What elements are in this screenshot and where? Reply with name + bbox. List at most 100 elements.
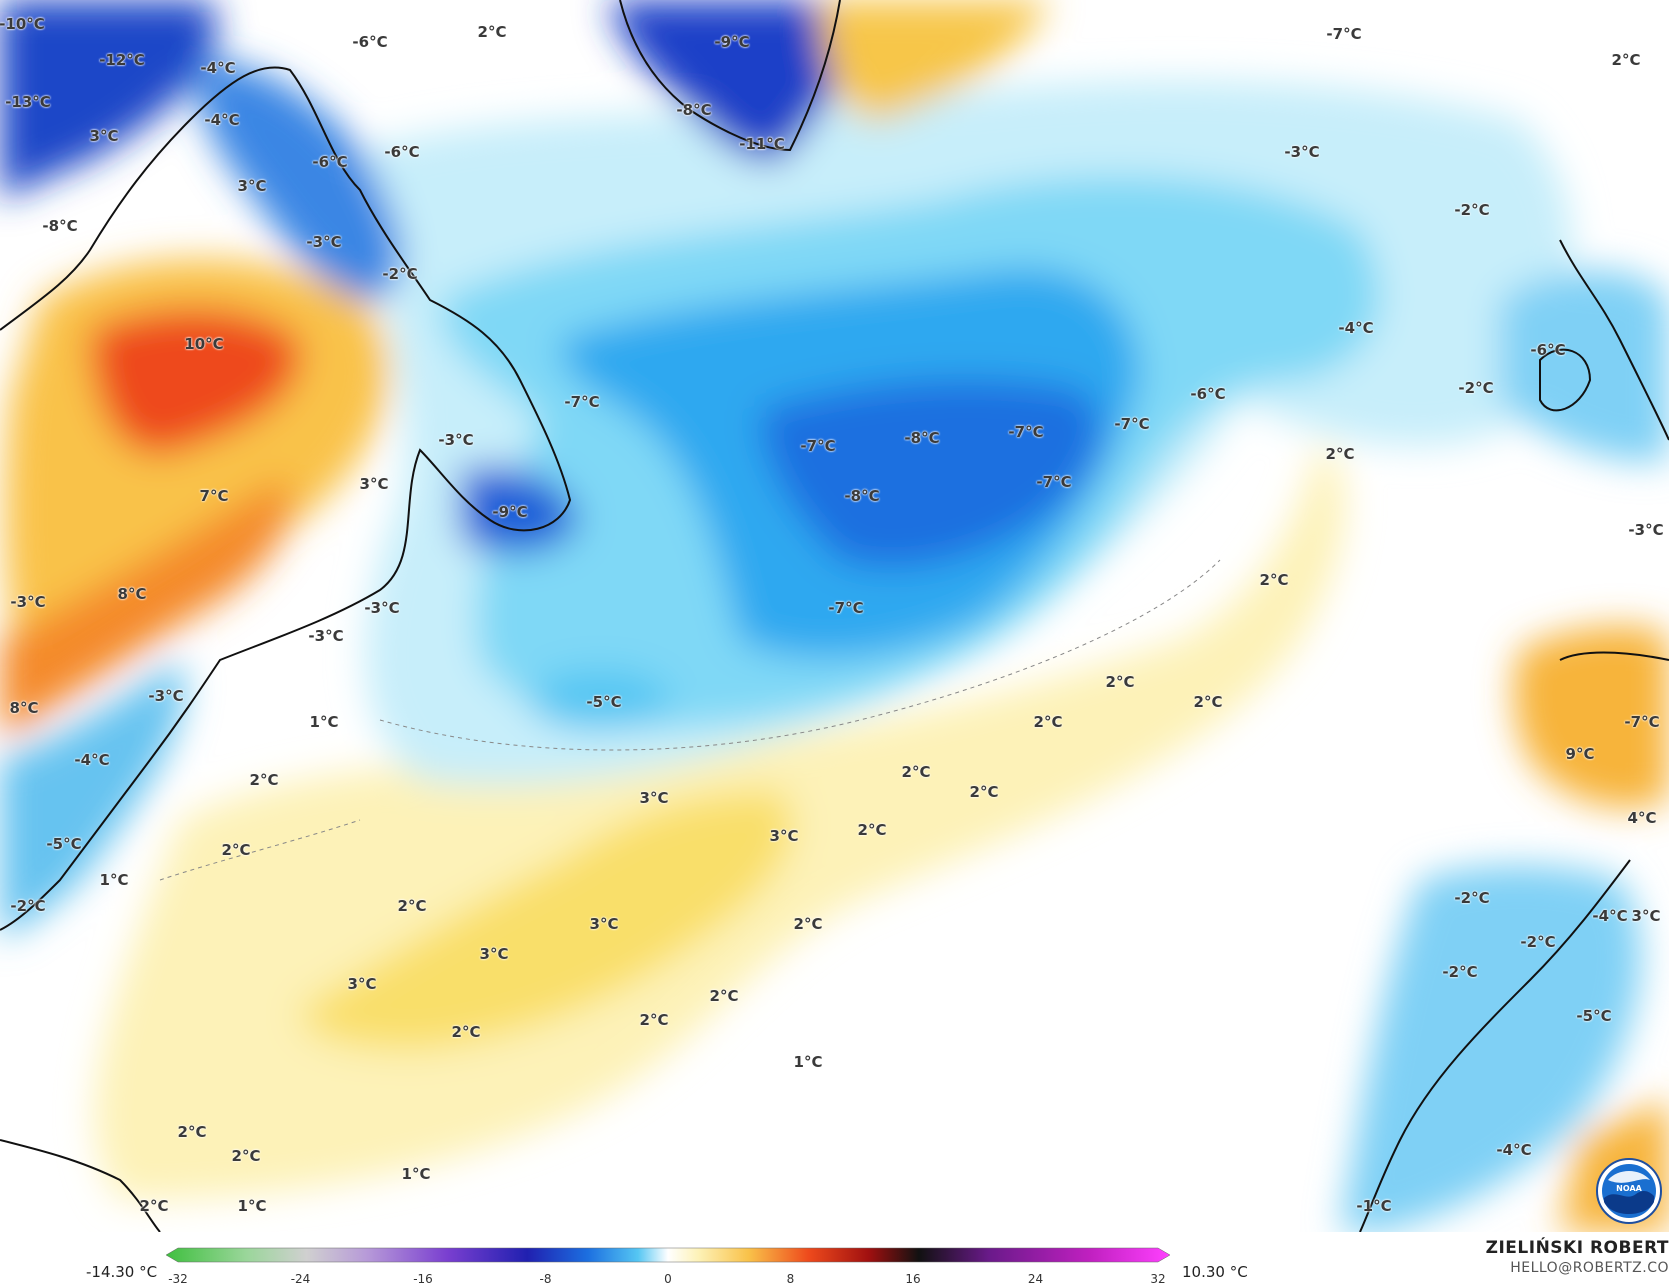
author-credit: ZIELIŃSKI ROBERT HELLO@ROBERTZ.CO (1486, 1238, 1669, 1276)
temperature-label: -5°C (1576, 1007, 1612, 1025)
temperature-label: -5°C (586, 693, 622, 711)
temperature-label: 10°C (184, 335, 224, 353)
noaa-logo: NOAA (1596, 1158, 1662, 1224)
temperature-label: -5°C (46, 835, 82, 853)
temperature-label: 9°C (1565, 745, 1595, 763)
temperature-label: -7°C (564, 393, 600, 411)
temperature-label: -7°C (1008, 423, 1044, 441)
coastline-caribbean (0, 1139, 161, 1232)
colorbar-tick-label: -16 (413, 1272, 433, 1286)
cold-newfoundland (460, 466, 580, 554)
temperature-label: 2°C (249, 771, 279, 789)
temperature-label: -6°C (384, 143, 420, 161)
temperature-label: -2°C (10, 897, 46, 915)
cold-greenland (610, 0, 860, 162)
cool-core (760, 379, 1101, 568)
temperature-label: -2°C (1520, 933, 1556, 951)
colorbar-tick-label: -24 (290, 1272, 311, 1286)
temperature-label: 2°C (1193, 693, 1223, 711)
temperature-label: -3°C (306, 233, 342, 251)
temperature-label: 2°C (451, 1023, 481, 1041)
colorbar-tick-label: 24 (1027, 1272, 1044, 1286)
temperature-label: 2°C (177, 1123, 207, 1141)
temperature-label: 2°C (139, 1197, 169, 1215)
colorbar-tick-label: 8 (786, 1272, 795, 1286)
temperature-label: -3°C (148, 687, 184, 705)
temperature-label: -1°C (1356, 1197, 1392, 1215)
contour-zero-north (379, 559, 1221, 751)
temperature-label: 3°C (639, 789, 669, 807)
temperature-label: -2°C (1458, 379, 1494, 397)
temperature-label: -4°C (204, 111, 240, 129)
temperature-label: 2°C (477, 23, 507, 41)
temperature-label: 1°C (99, 871, 129, 889)
colorbar-gradient (166, 1247, 1170, 1263)
temperature-label: -7°C (828, 599, 864, 617)
temperature-anomaly-map (0, 0, 1669, 1232)
temperature-label: 1°C (793, 1053, 823, 1071)
temperature-label: -3°C (1284, 143, 1320, 161)
temperature-label: 3°C (479, 945, 509, 963)
colorbar-tick-label: -8 (539, 1272, 552, 1286)
warm-iberia (1513, 626, 1669, 808)
temperature-label: -3°C (10, 593, 46, 611)
colorbar (166, 1247, 1170, 1263)
temperature-label: -7°C (800, 437, 836, 455)
temperature-label: 2°C (1259, 571, 1289, 589)
temperature-label: -2°C (382, 265, 418, 283)
coastline-europe (1559, 239, 1669, 441)
temperature-label: 1°C (401, 1165, 431, 1183)
temperature-label: -2°C (1454, 889, 1490, 907)
temperature-label: -7°C (1326, 25, 1362, 43)
temperature-label: -8°C (676, 101, 712, 119)
colorbar-max-label: 10.30 °C (1182, 1263, 1248, 1281)
temperature-label: 7°C (199, 487, 229, 505)
noaa-logo-text: NOAA (1616, 1184, 1642, 1193)
temperature-label: -6°C (352, 33, 388, 51)
temperature-label: -3°C (308, 627, 344, 645)
temperature-label: 2°C (1105, 673, 1135, 691)
coastline-africa (1359, 859, 1631, 1232)
temperature-label: -13°C (5, 93, 51, 111)
contour-zero-south (159, 819, 361, 881)
temperature-label: -4°C (1592, 907, 1628, 925)
temperature-label: -2°C (1442, 963, 1478, 981)
temperature-label: 3°C (589, 915, 619, 933)
temperature-label: -4°C (74, 751, 110, 769)
temperature-label: 2°C (1033, 713, 1063, 731)
temperature-label: -8°C (844, 487, 880, 505)
temperature-label: 8°C (117, 585, 147, 603)
temperature-label: 1°C (237, 1197, 267, 1215)
temperature-label: 3°C (1631, 907, 1661, 925)
temperature-label: -2°C (1454, 201, 1490, 219)
temperature-label: 1°C (309, 713, 339, 731)
temperature-label: 3°C (769, 827, 799, 845)
author-email[interactable]: HELLO@ROBERTZ.CO (1510, 1260, 1669, 1276)
temperature-label: -3°C (1628, 521, 1664, 539)
temperature-label: -8°C (904, 429, 940, 447)
temperature-label: 2°C (231, 1147, 261, 1165)
temperature-label: 2°C (969, 783, 999, 801)
temperature-label: -10°C (0, 15, 45, 33)
temperature-label: -6°C (312, 153, 348, 171)
temperature-label: 2°C (221, 841, 251, 859)
colorbar-tick-label: 0 (664, 1272, 672, 1286)
temperature-label: -4°C (1496, 1141, 1532, 1159)
temperature-label: 3°C (347, 975, 377, 993)
temperature-label: -9°C (714, 33, 750, 51)
temperature-label: 8°C (9, 699, 39, 717)
warm-greenland-e (820, 0, 1050, 120)
temperature-label: -4°C (200, 59, 236, 77)
coastline-greenland (619, 0, 841, 152)
temperature-label: 3°C (89, 127, 119, 145)
temperature-label: -7°C (1624, 713, 1660, 731)
temperature-label: -4°C (1338, 319, 1374, 337)
temperature-label: 2°C (793, 915, 823, 933)
temperature-label: -8°C (42, 217, 78, 235)
colorbar-tick-label: 16 (905, 1272, 921, 1286)
coastline-north-america (0, 66, 572, 931)
temperature-label: 2°C (709, 987, 739, 1005)
cool-africa (1340, 865, 1641, 1232)
cool-uk (1500, 270, 1669, 462)
warm-na-core (90, 308, 301, 455)
